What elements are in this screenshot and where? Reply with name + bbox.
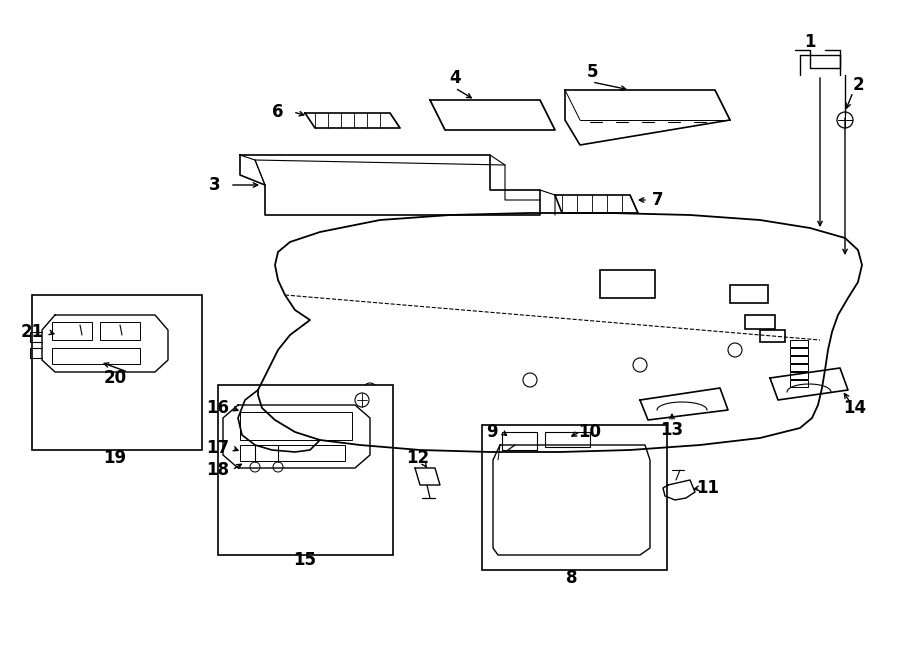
- Text: 11: 11: [697, 479, 719, 497]
- Bar: [790, 380, 808, 387]
- Text: 20: 20: [104, 369, 127, 387]
- Bar: [52, 348, 140, 364]
- Text: 5: 5: [586, 63, 598, 81]
- Bar: [790, 356, 808, 363]
- Bar: [730, 285, 768, 303]
- Text: 3: 3: [209, 176, 220, 194]
- Bar: [600, 270, 655, 298]
- Bar: [32, 295, 202, 450]
- Text: 6: 6: [272, 103, 284, 121]
- Text: 2: 2: [852, 76, 864, 94]
- Bar: [240, 412, 352, 440]
- Bar: [790, 372, 808, 379]
- Text: 18: 18: [206, 461, 230, 479]
- Text: 1: 1: [805, 33, 815, 51]
- Bar: [790, 340, 808, 347]
- Text: 8: 8: [566, 569, 578, 587]
- Text: 17: 17: [206, 439, 230, 457]
- Bar: [545, 432, 590, 447]
- Text: 7: 7: [652, 191, 664, 209]
- Text: 19: 19: [104, 449, 127, 467]
- Bar: [218, 385, 393, 555]
- Bar: [790, 364, 808, 371]
- Bar: [790, 348, 808, 355]
- Bar: [502, 432, 537, 450]
- Bar: [482, 425, 667, 570]
- Bar: [760, 330, 785, 342]
- Text: 15: 15: [293, 551, 317, 569]
- Bar: [745, 315, 775, 329]
- Text: 13: 13: [661, 421, 684, 439]
- Text: 10: 10: [579, 423, 601, 441]
- Bar: [100, 322, 140, 340]
- Text: 14: 14: [843, 399, 867, 417]
- Text: 4: 4: [449, 69, 461, 87]
- Bar: [240, 445, 345, 461]
- Text: 12: 12: [407, 449, 429, 467]
- Text: 21: 21: [21, 323, 43, 341]
- Text: 16: 16: [206, 399, 230, 417]
- Bar: [52, 322, 92, 340]
- Text: 9: 9: [486, 423, 498, 441]
